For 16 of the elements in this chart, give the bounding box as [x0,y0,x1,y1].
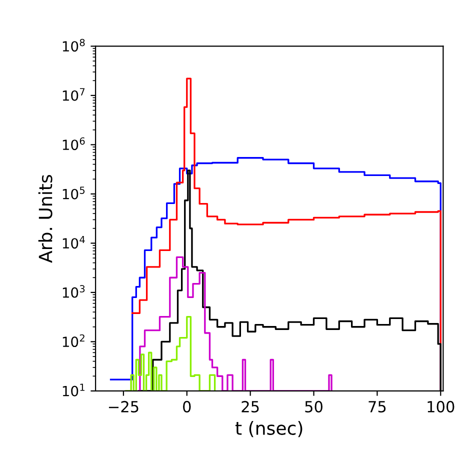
y-axis-title: Arb. Units [38,175,52,263]
x-tick-label: 75 [368,401,386,412]
y-tick-label: 10$^{2}$ [62,334,84,348]
y-tick-label: 10$^{3}$ [62,285,85,298]
y-tick-label: 10$^{6}$ [62,137,85,150]
y-tick-label: 10$^{8}$ [62,38,85,52]
x-axis-title: t (nsec) [235,421,302,438]
x-tick-label: 25 [242,400,259,412]
x-tick-label: 50 [305,400,322,412]
x-tick-label: −25 [108,400,138,412]
x-tick-label: 0 [183,400,191,412]
y-tick-label: 10$^{4}$ [62,236,85,249]
y-tick-label: 10$^{1}$ [62,384,84,396]
x-tick-label: 100 [428,400,454,412]
y-tick-label: 10$^{7}$ [62,88,85,101]
y-tick-label: 10$^{5}$ [62,186,85,200]
